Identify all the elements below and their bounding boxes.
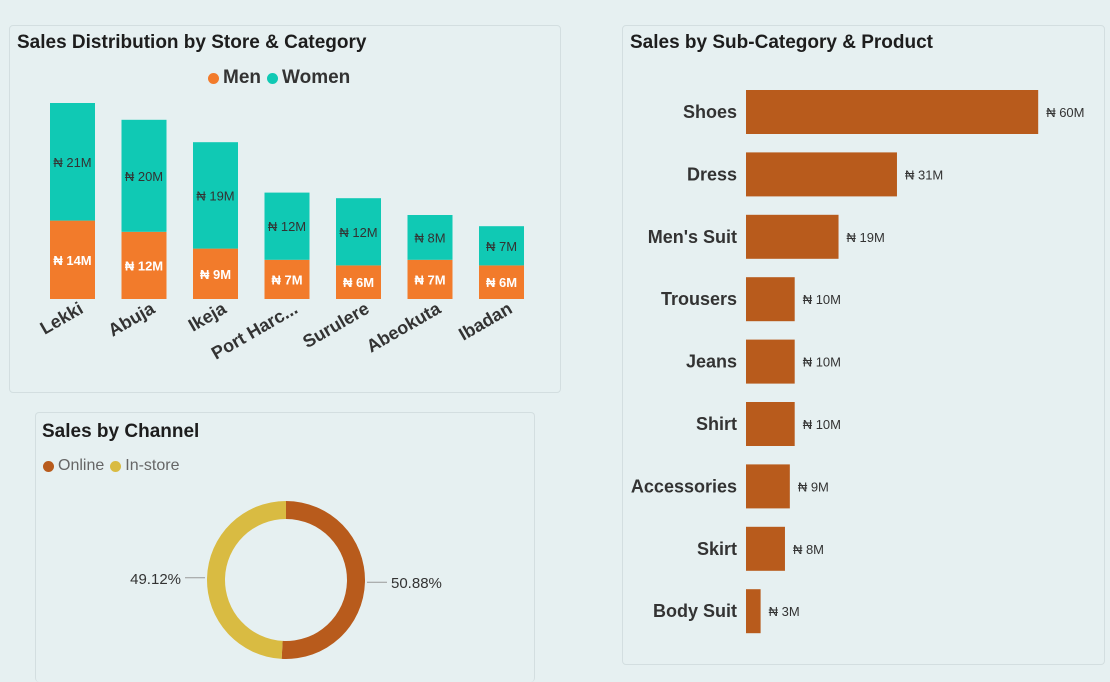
slice-in-store[interactable]: [206, 501, 286, 659]
store-category-card: Sales Distribution by Store & Category M…: [9, 25, 561, 393]
legend-item-online[interactable]: Online: [43, 457, 104, 475]
product-bar-5[interactable]: [746, 402, 795, 446]
y-tick-3: Trousers: [661, 289, 737, 309]
label-men-2: ₦ 9M: [200, 267, 231, 282]
channel-card: Sales by Channel Online In-store: [35, 412, 535, 682]
bar-men-4[interactable]: [336, 265, 381, 299]
slice-label-1: 49.12%: [130, 571, 181, 588]
label-women-0: ₦ 21M: [53, 155, 91, 170]
bar-women-1[interactable]: [121, 119, 167, 232]
store-chart-title: Sales Distribution by Store & Category: [17, 32, 367, 53]
legend-in-store-label: In-store: [125, 457, 180, 474]
product-bar-4[interactable]: [746, 339, 795, 384]
y-tick-1: Dress: [687, 164, 737, 184]
product-value-2: ₦ 19M: [847, 230, 885, 245]
y-tick-7: Skirt: [697, 539, 737, 559]
product-bar-2[interactable]: [746, 214, 839, 259]
legend-online-label: Online: [58, 457, 105, 474]
product-bar-1[interactable]: [746, 152, 897, 197]
bar-women-0[interactable]: [50, 103, 95, 221]
label-women-6: ₦ 7M: [486, 239, 517, 254]
label-men-5: ₦ 7M: [414, 272, 445, 287]
bar-women-6[interactable]: [479, 226, 524, 266]
product-value-5: ₦ 10M: [803, 417, 841, 432]
x-tick-1: Abuja: [105, 298, 159, 341]
y-tick-2: Men's Suit: [648, 227, 737, 247]
product-value-4: ₦ 10M: [803, 355, 841, 370]
label-women-4: ₦ 12M: [339, 225, 377, 240]
channel-chart-title: Sales by Channel: [42, 421, 200, 442]
legend-women-marker: [267, 72, 278, 84]
bar-men-2[interactable]: [193, 248, 238, 299]
y-tick-5: Shirt: [696, 414, 737, 434]
bar-men-5[interactable]: [407, 259, 453, 299]
y-tick-6: Accessories: [631, 476, 737, 496]
legend-item-in-store[interactable]: In-store: [110, 457, 180, 475]
legend-men-label: Men: [223, 67, 261, 88]
product-value-0: ₦ 60M: [1046, 105, 1084, 120]
channel-donut-chart: 50.88% 49.12%: [130, 501, 442, 659]
x-tick-4: Surulere: [299, 298, 372, 352]
label-women-1: ₦ 20M: [125, 169, 163, 184]
x-tick-6: Ibadan: [455, 298, 515, 344]
product-bar-0[interactable]: [746, 90, 1039, 134]
legend-women-label: Women: [282, 67, 351, 88]
product-chart-title: Sales by Sub-Category & Product: [630, 32, 934, 53]
label-men-6: ₦ 6M: [486, 275, 517, 290]
x-tick-0: Lekki: [37, 298, 87, 338]
product-bar-7[interactable]: [746, 526, 785, 571]
y-tick-4: Jeans: [686, 352, 737, 372]
label-men-4: ₦ 6M: [343, 275, 374, 290]
product-value-8: ₦ 3M: [769, 604, 800, 619]
product-bar-6[interactable]: [746, 464, 790, 509]
store-bar-chart: ₦ 14M ₦ 21M Lekki ₦ 12M ₦ 20M Abuja ₦ 9M ₦ 19M I…: [37, 103, 524, 363]
y-tick-8: Body Suit: [653, 601, 737, 621]
legend-in-store-marker: [110, 460, 122, 472]
bar-women-5[interactable]: [407, 215, 453, 260]
label-women-2: ₦ 19M: [196, 188, 234, 203]
bar-men-3[interactable]: [264, 259, 310, 299]
bar-men-0[interactable]: [50, 220, 95, 299]
y-tick-0: Shoes: [683, 102, 737, 122]
product-value-6: ₦ 9M: [798, 479, 829, 494]
x-tick-2: Ikeja: [185, 298, 231, 336]
slice-online[interactable]: [281, 501, 365, 659]
product-bar-3[interactable]: [746, 277, 795, 322]
label-women-5: ₦ 8M: [414, 230, 445, 245]
legend-online-marker: [43, 460, 54, 472]
store-chart-legend: Men Women: [208, 67, 356, 89]
bar-women-3[interactable]: [264, 192, 310, 260]
channel-chart-legend: Online In-store: [43, 457, 186, 475]
bar-men-1[interactable]: [121, 231, 167, 299]
product-bar-chart: Shoes ₦ 60M Dress ₦ 31M Men's Suit ₦ 19M Trous…: [631, 90, 1084, 634]
product-value-1: ₦ 31M: [905, 167, 943, 182]
label-women-3: ₦ 12M: [268, 219, 306, 234]
x-tick-5: Abeokuta: [363, 298, 445, 357]
product-value-7: ₦ 8M: [793, 542, 824, 557]
legend-item-men[interactable]: Men: [208, 67, 261, 89]
legend-men-marker: [208, 72, 219, 84]
product-value-3: ₦ 10M: [803, 292, 841, 307]
product-bar-8[interactable]: [746, 589, 761, 634]
label-men-0: ₦ 14M: [53, 253, 91, 268]
bar-men-6[interactable]: [479, 265, 524, 299]
bar-women-4[interactable]: [336, 198, 381, 266]
bar-women-2[interactable]: [193, 142, 238, 249]
label-men-1: ₦ 12M: [125, 258, 163, 273]
legend-item-women[interactable]: Women: [267, 67, 350, 89]
slice-label-0: 50.88%: [391, 575, 442, 592]
label-men-3: ₦ 7M: [271, 272, 302, 287]
